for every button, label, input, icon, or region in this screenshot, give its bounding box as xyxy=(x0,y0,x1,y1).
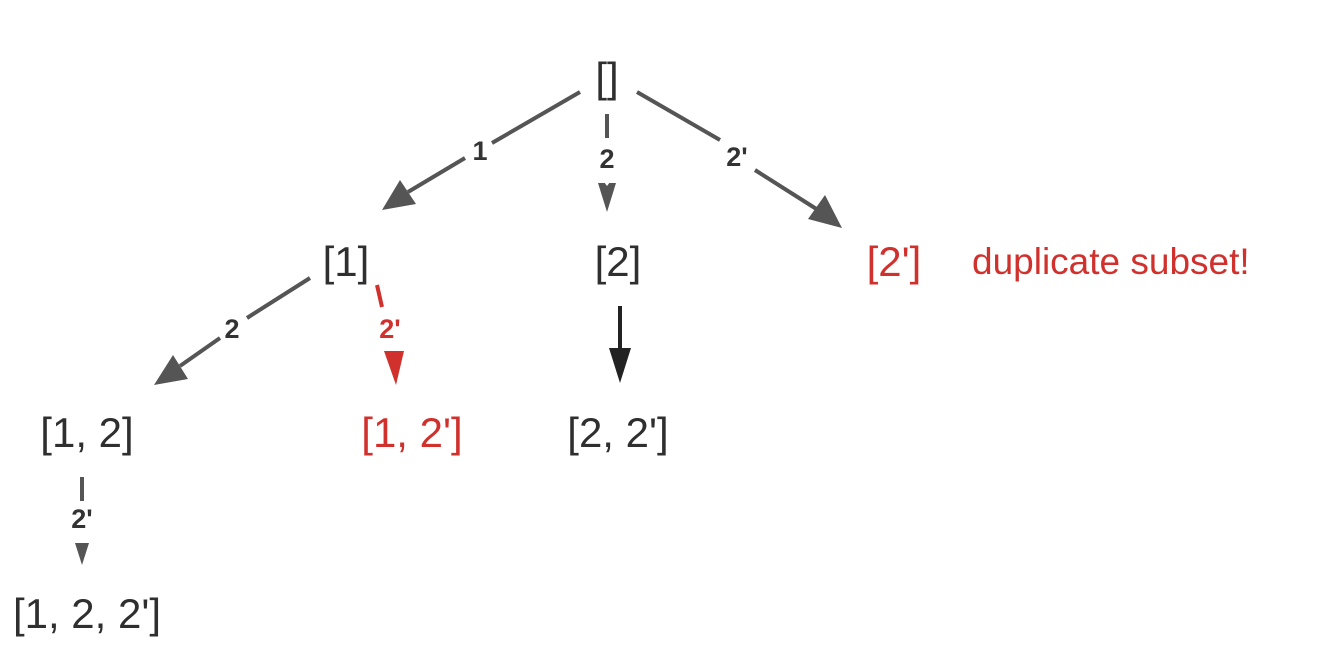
node-1: [1] xyxy=(323,238,370,285)
edge-root-to-1: 1 xyxy=(382,90,582,210)
edge-label-1: 1 xyxy=(472,136,487,166)
node-1-2: [1, 2] xyxy=(40,409,133,456)
edge-label-2-prime-bottom: 2' xyxy=(71,504,92,534)
node-2-2-prime: [2, 2'] xyxy=(567,409,668,456)
duplicate-subset-note: duplicate subset! xyxy=(972,241,1250,282)
edge-label-2-prime-top: 2' xyxy=(726,142,747,172)
edge-1-to-1-2: 2 xyxy=(154,276,312,385)
edge-label-2-prime-red: 2' xyxy=(379,314,400,344)
edge-label-2: 2 xyxy=(599,144,614,174)
edge-root-to-2-prime: 2' xyxy=(635,90,842,228)
node-1-2-2-prime: [1, 2, 2'] xyxy=(13,590,161,637)
node-1-2-prime: [1, 2'] xyxy=(361,409,462,456)
node-empty-set: [] xyxy=(595,54,618,101)
node-2-prime: [2'] xyxy=(867,238,922,285)
edge-1-2-to-1-2-2-prime: 2' xyxy=(71,477,93,565)
edge-1-to-1-2-prime: 2' xyxy=(375,284,404,385)
edge-root-to-2: 2 xyxy=(598,114,616,212)
node-2: [2] xyxy=(595,238,642,285)
edge-2-to-2-2-prime xyxy=(609,306,631,383)
edge-label-2-left: 2 xyxy=(224,314,239,344)
